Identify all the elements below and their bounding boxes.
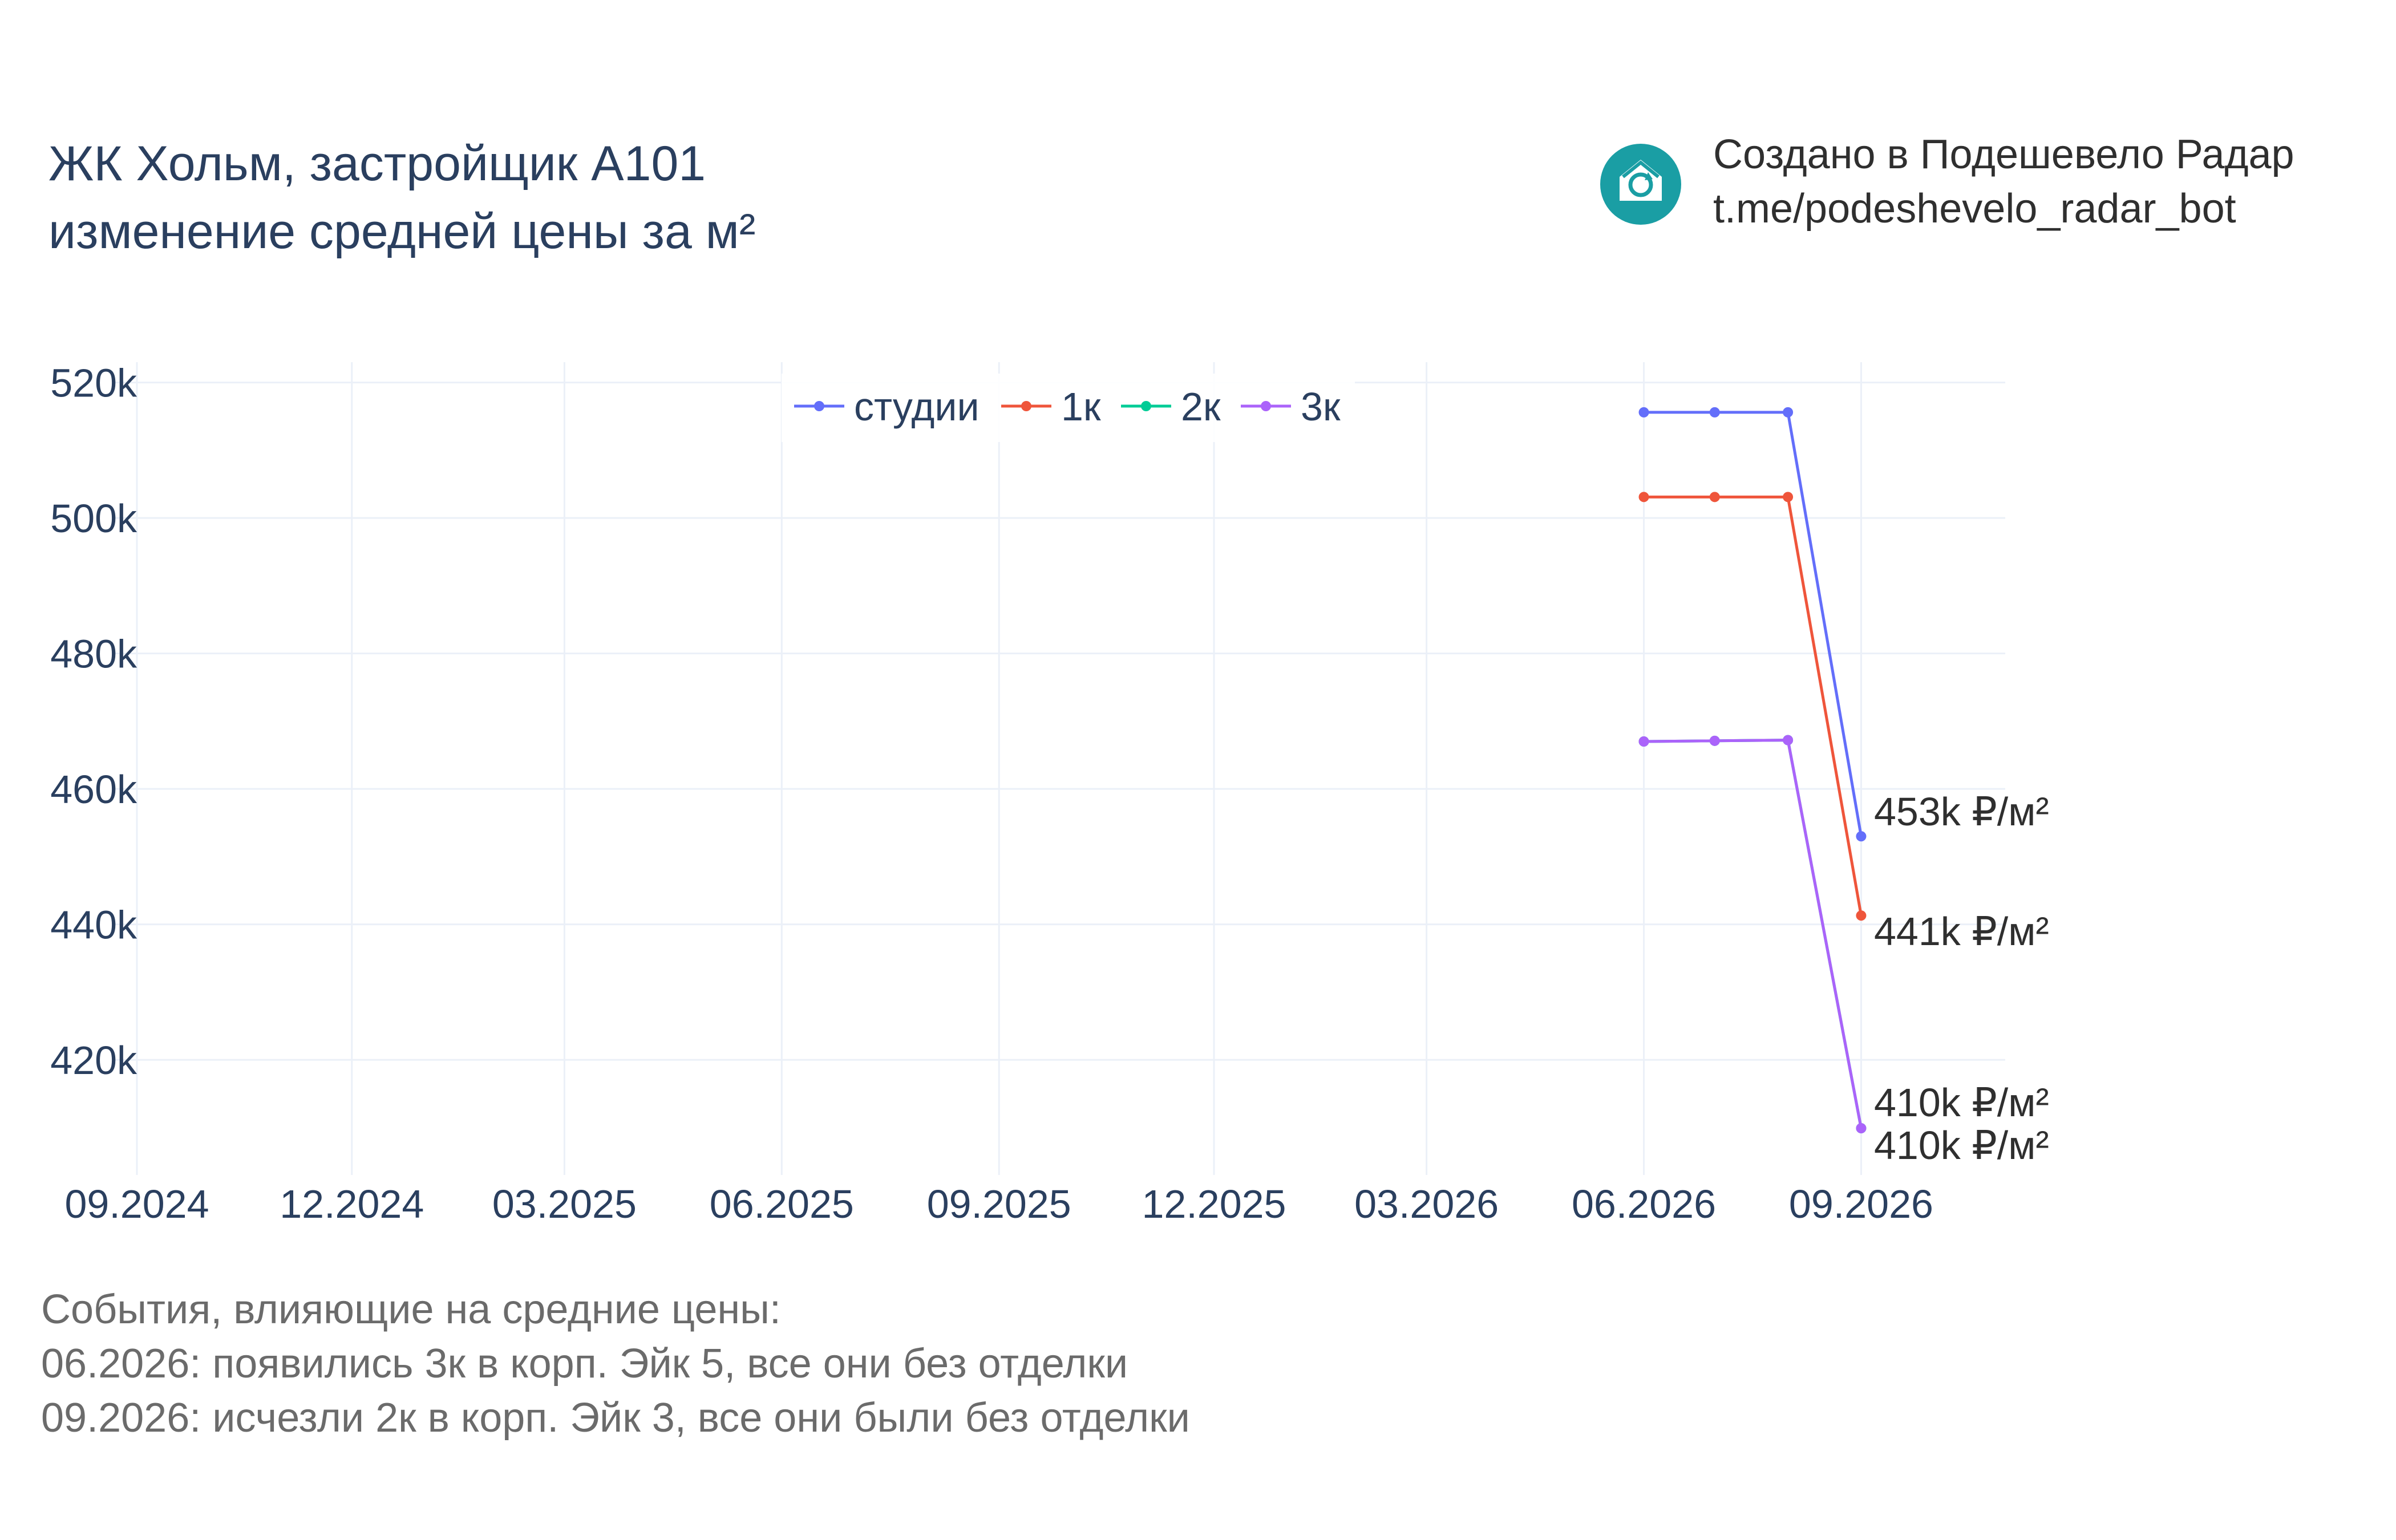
series-group xyxy=(1638,407,1867,1134)
data-point xyxy=(1856,1123,1867,1134)
legend-marker xyxy=(1021,401,1031,411)
house-refresh-icon xyxy=(1600,144,1681,225)
x-tick-label: 12.2025 xyxy=(1142,1182,1286,1226)
y-tick-label: 500k xyxy=(50,496,137,541)
end-label: 441k ₽/м² xyxy=(1874,909,2049,954)
end-label: 410k ₽/м² xyxy=(1874,1123,2049,1168)
legend-marker xyxy=(1141,401,1151,411)
legend-marker xyxy=(1261,401,1271,411)
data-point xyxy=(1638,736,1649,747)
y-tick-label: 480k xyxy=(50,632,137,676)
data-point xyxy=(1783,492,1794,502)
legend-label: 3к xyxy=(1301,384,1341,429)
data-point xyxy=(1638,492,1649,502)
x-tick-label: 06.2025 xyxy=(710,1182,854,1226)
legend: студии 1к 2к 3к xyxy=(782,374,1355,442)
event-item-2: 09.2026: исчезли 2к в корп. Эйк 3, все о… xyxy=(41,1395,1190,1441)
x-tick-label: 12.2024 xyxy=(280,1182,424,1226)
data-point xyxy=(1709,492,1720,502)
legend-label: 2к xyxy=(1181,384,1221,429)
y-tick-label: 460k xyxy=(50,767,137,812)
axis-group: 09.2024 12.2024 03.2025 06.2025 09.2025 12.20… xyxy=(50,361,1933,1226)
data-point xyxy=(1709,735,1720,746)
end-label: 453k ₽/м² xyxy=(1874,789,2049,834)
data-point xyxy=(1709,407,1720,418)
credit-line2: t.me/podeshevelo_radar_bot xyxy=(1713,186,2236,232)
legend-label: студии xyxy=(854,384,980,429)
end-label: 410k ₽/м² xyxy=(1874,1080,2049,1125)
series-line xyxy=(1644,411,1863,837)
y-tick-label: 420k xyxy=(50,1038,137,1083)
legend-background xyxy=(782,374,1355,442)
legend-label: 1к xyxy=(1061,384,1101,429)
series-line xyxy=(1644,495,1863,916)
x-tick-label: 09.2024 xyxy=(64,1182,209,1226)
events-heading: События, влияющие на средние цены: xyxy=(41,1287,781,1332)
data-point xyxy=(1783,407,1794,418)
chart-title-line2: изменение средней цены за м² xyxy=(48,204,756,259)
x-tick-label: 09.2025 xyxy=(927,1182,1071,1226)
data-point xyxy=(1638,407,1649,418)
y-tick-label: 520k xyxy=(50,361,137,406)
data-point xyxy=(1856,831,1867,842)
series-line xyxy=(1644,739,1863,1129)
x-tick-label: 03.2025 xyxy=(492,1182,637,1226)
event-item-1: 06.2026: появились 3к в корп. Эйк 5, все… xyxy=(41,1341,1128,1387)
x-tick-label: 09.2026 xyxy=(1789,1182,1933,1226)
y-tick-label: 440k xyxy=(50,903,137,947)
x-tick-label: 06.2026 xyxy=(1572,1182,1716,1226)
chart-title-line1: ЖК Хольм, застройщик A101 xyxy=(48,136,706,191)
credit-line1: Создано в Подешевело Радар xyxy=(1713,132,2294,177)
series-line xyxy=(1644,739,1863,1129)
legend-marker xyxy=(814,401,824,411)
data-point xyxy=(1856,910,1867,921)
grid xyxy=(114,362,2005,1175)
x-tick-label: 03.2026 xyxy=(1354,1182,1499,1226)
data-point xyxy=(1783,735,1794,745)
